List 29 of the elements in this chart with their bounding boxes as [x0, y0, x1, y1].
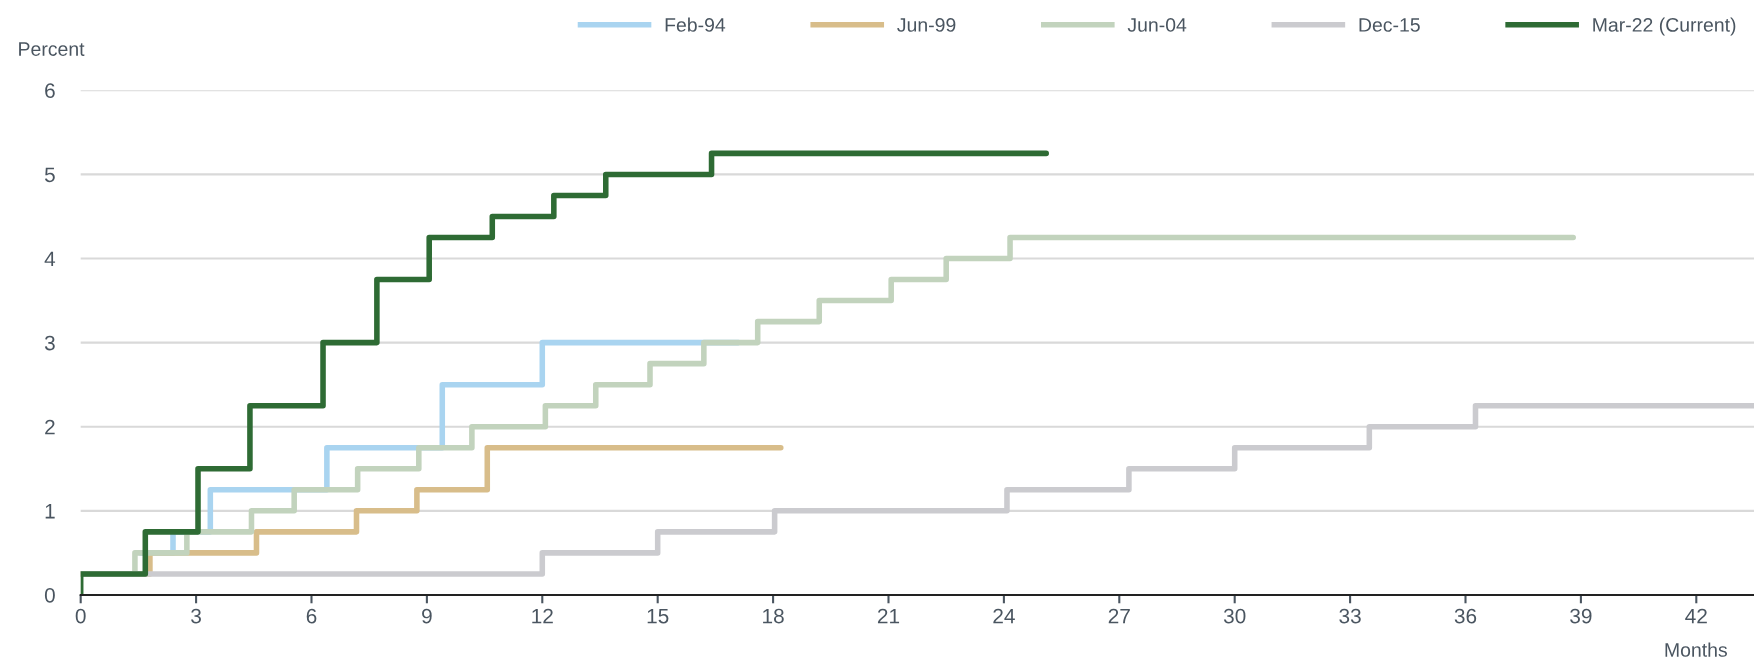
x-tick-label: 42 — [1685, 608, 1707, 624]
x-tick-label: 0 — [75, 608, 86, 624]
x-tick-label: 21 — [877, 608, 900, 624]
x-tick-label: 6 — [306, 608, 317, 624]
x-axis-title: Months — [1665, 642, 1727, 657]
x-tick-label: 27 — [1108, 608, 1130, 624]
y-tick-label: 6 — [45, 83, 55, 99]
legend-label: Jun-99 — [897, 18, 956, 32]
x-tick-label: 24 — [993, 608, 1015, 624]
x-tick-label: 15 — [647, 608, 669, 624]
x-tick-label: 39 — [1570, 608, 1592, 624]
y-tick-label: 2 — [45, 419, 55, 435]
x-tick-label: 9 — [422, 608, 432, 624]
x-tick-label: 12 — [532, 608, 553, 624]
y-tick-label: 1 — [45, 504, 55, 519]
legend-label: Mar-22 (Current) — [1593, 17, 1736, 36]
x-tick-label: 3 — [191, 608, 201, 624]
y-tick-label: 5 — [44, 167, 55, 183]
y-tick-label: 4 — [44, 251, 56, 267]
legend-label: Feb-94 — [665, 17, 726, 32]
legend-label: Dec-15 — [1359, 18, 1420, 32]
y-tick-label: 3 — [44, 335, 55, 351]
x-tick-label: 33 — [1339, 608, 1361, 624]
x-tick-label: 30 — [1223, 608, 1246, 624]
y-axis-title: Percent — [19, 42, 85, 56]
x-tick-label: 36 — [1454, 608, 1477, 624]
x-tick-label: 18 — [763, 608, 784, 624]
y-tick-label: 0 — [44, 587, 55, 603]
legend-label: Jun-04 — [1127, 18, 1187, 32]
